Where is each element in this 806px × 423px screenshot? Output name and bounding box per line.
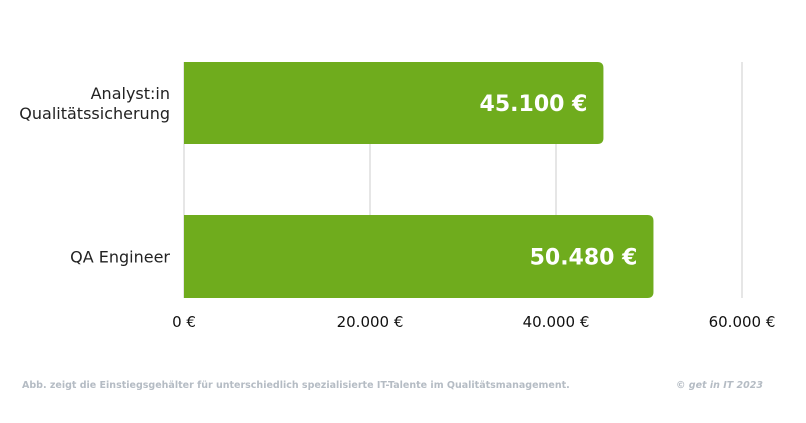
x-axis-ticks: 0 € 20.000 € 40.000 € 60.000 € [172,313,775,331]
bar-value-label: 45.100 € [480,92,588,117]
category-label: QA Engineer [70,248,170,267]
copyright-note: © get in IT 2023 [676,380,763,391]
x-tick-label: 0 € [172,313,196,331]
x-tick-label: 60.000 € [709,313,776,331]
bar-value-label: 50.480 € [530,246,638,271]
chart-caption: Abb. zeigt die Einstiegsgehälter für unt… [22,380,570,391]
x-tick-label: 40.000 € [523,313,590,331]
bar [184,62,604,144]
category-label: Qualitätssicherung [19,104,170,123]
category-label: Analyst:in [91,84,170,103]
bars: 45.100 € 50.480 € [184,62,654,298]
x-tick-label: 20.000 € [337,313,404,331]
bar [184,215,654,298]
